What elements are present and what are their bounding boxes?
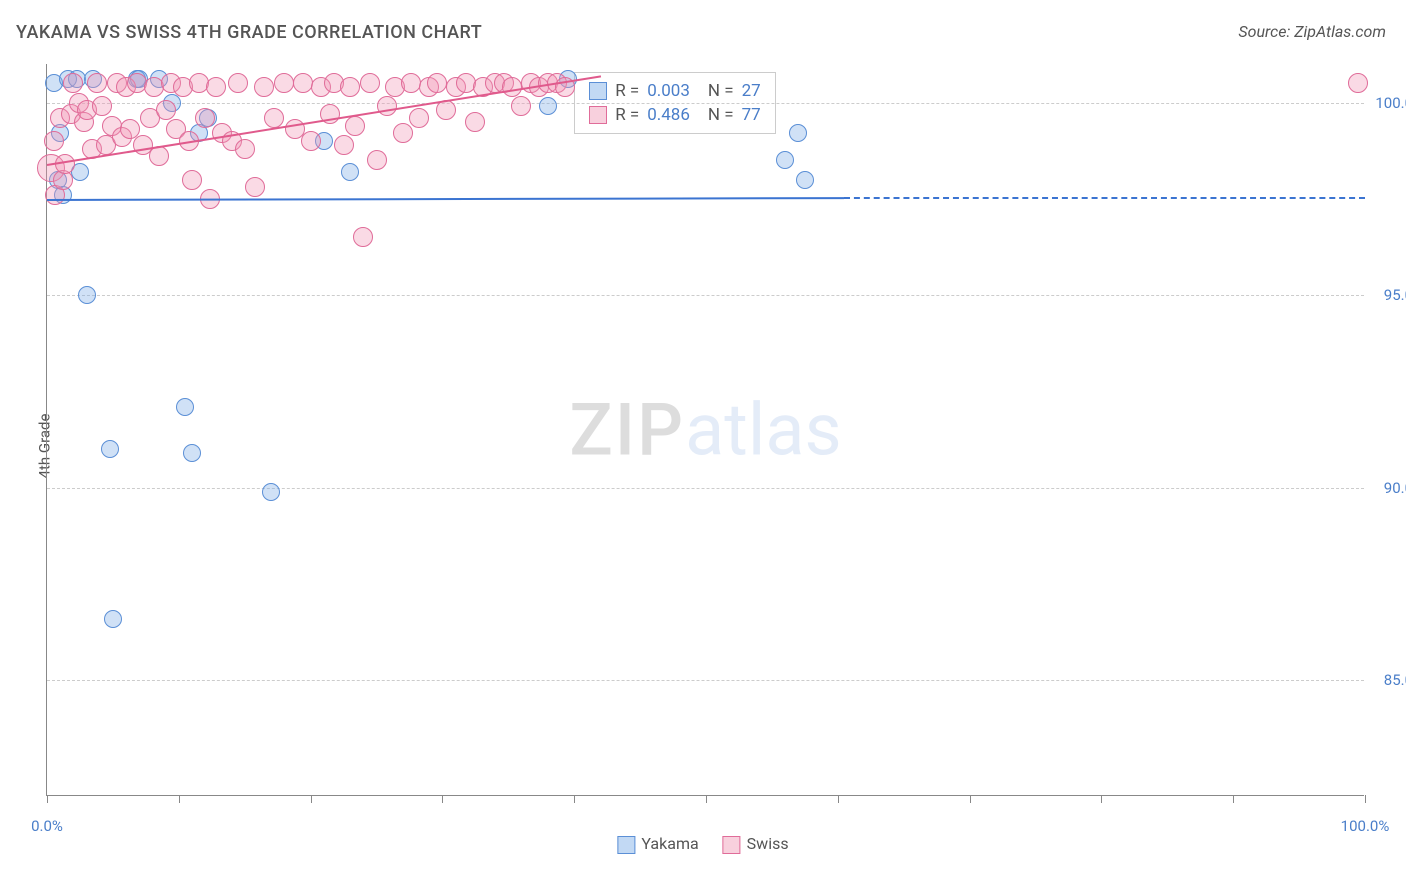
- data-point: [360, 73, 380, 93]
- data-point: [427, 73, 447, 93]
- y-tick-label: 100.0%: [1369, 94, 1406, 112]
- y-tick-label: 85.0%: [1369, 671, 1406, 689]
- data-point: [78, 286, 96, 304]
- x-tick: [179, 795, 180, 803]
- data-point: [377, 96, 397, 116]
- data-point: [176, 398, 194, 416]
- gridline: [47, 295, 1364, 296]
- y-tick-label: 90.0%: [1369, 479, 1406, 497]
- data-point: [92, 96, 112, 116]
- data-point: [206, 77, 226, 97]
- data-point: [334, 135, 354, 155]
- x-tick: [970, 795, 971, 803]
- legend-value: 27: [742, 81, 761, 101]
- data-point: [63, 73, 83, 93]
- bottom-legend: Yakama Swiss: [617, 834, 788, 854]
- data-point: [182, 170, 202, 190]
- data-point: [183, 444, 201, 462]
- data-point: [274, 73, 294, 93]
- data-point: [511, 96, 531, 116]
- watermark: ZIPatlas: [569, 387, 841, 472]
- data-point: [436, 100, 456, 120]
- data-point: [1348, 73, 1368, 93]
- data-point: [340, 77, 360, 97]
- data-point: [149, 146, 169, 166]
- data-point: [341, 163, 359, 181]
- plot-area: ZIPatlas R =0.003N =27R =0.486N =77 85.0…: [46, 64, 1364, 796]
- data-point: [393, 123, 413, 143]
- data-point: [796, 171, 814, 189]
- legend-swatch: [589, 82, 607, 100]
- legend-value: 77: [742, 105, 761, 125]
- data-point: [465, 112, 485, 132]
- x-tick-label: 0.0%: [31, 817, 63, 835]
- data-point: [228, 73, 248, 93]
- legend-swatch: [723, 836, 741, 854]
- legend-label: R =: [615, 81, 639, 101]
- legend-swatch: [589, 106, 607, 124]
- x-tick: [1365, 795, 1366, 803]
- data-point: [502, 77, 522, 97]
- data-point: [245, 177, 265, 197]
- x-tick-label: 100.0%: [1341, 817, 1390, 835]
- trendline: [47, 197, 844, 201]
- legend-row: R = 0.486 N = 77: [589, 103, 761, 127]
- data-point: [101, 440, 119, 458]
- legend-swatch: [617, 836, 635, 854]
- x-tick: [1233, 795, 1234, 803]
- legend-label: Swiss: [747, 834, 789, 853]
- legend-label: N =: [708, 81, 734, 101]
- data-point: [156, 100, 176, 120]
- legend-label: Yakama: [641, 834, 698, 853]
- data-point: [367, 150, 387, 170]
- data-point: [104, 610, 122, 628]
- x-tick: [1101, 795, 1102, 803]
- data-point: [401, 73, 421, 93]
- data-point: [301, 131, 321, 151]
- x-tick: [706, 795, 707, 803]
- data-point: [254, 77, 274, 97]
- data-point: [776, 151, 794, 169]
- data-point: [293, 73, 313, 93]
- gridline: [47, 103, 1364, 104]
- legend-value: 0.003: [647, 81, 690, 101]
- gridline: [47, 488, 1364, 489]
- data-point: [235, 139, 255, 159]
- chart-container: YAKAMA VS SWISS 4TH GRADE CORRELATION CH…: [0, 0, 1406, 892]
- data-point: [87, 73, 107, 93]
- x-tick: [574, 795, 575, 803]
- data-point: [195, 108, 215, 128]
- chart-title: YAKAMA VS SWISS 4TH GRADE CORRELATION CH…: [16, 22, 482, 43]
- bottom-legend-item: Swiss: [723, 834, 789, 854]
- legend-value: 0.486: [647, 105, 690, 125]
- legend-label: R =: [615, 105, 639, 125]
- x-tick: [442, 795, 443, 803]
- data-point: [44, 131, 64, 151]
- gridline: [47, 680, 1364, 681]
- data-point: [345, 116, 365, 136]
- bottom-legend-item: Yakama: [617, 834, 698, 854]
- x-tick: [47, 795, 48, 803]
- x-tick: [838, 795, 839, 803]
- x-tick: [311, 795, 312, 803]
- data-point: [353, 227, 373, 247]
- trendline-dashed: [844, 197, 1365, 199]
- legend-row: R = 0.003 N = 27: [589, 79, 761, 103]
- y-tick-label: 95.0%: [1369, 286, 1406, 304]
- data-point: [789, 124, 807, 142]
- data-point: [409, 108, 429, 128]
- data-point: [262, 483, 280, 501]
- data-point: [539, 97, 557, 115]
- data-point: [264, 108, 284, 128]
- legend-label: N =: [708, 105, 734, 125]
- source-label: Source: ZipAtlas.com: [1238, 22, 1386, 41]
